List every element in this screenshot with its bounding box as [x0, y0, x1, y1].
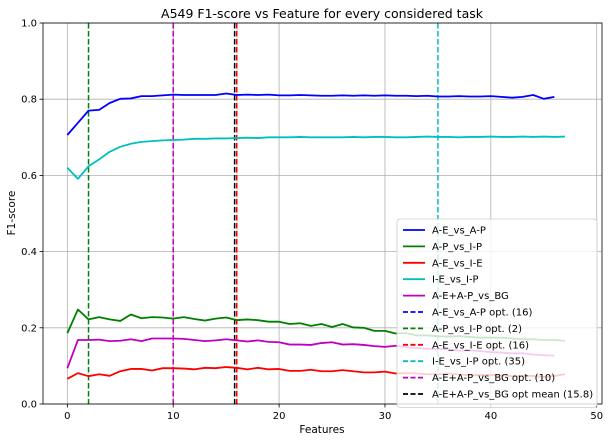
- y-tick-label: 0.4: [21, 247, 37, 258]
- legend-label: A-E+A-P_vs_BG opt. (10): [432, 373, 555, 384]
- legend-label: A-E_vs_I-E: [432, 258, 483, 269]
- x-tick-label: 40: [484, 411, 497, 422]
- legend-label: A-E+A-P_vs_BG opt mean (15.8): [432, 390, 593, 401]
- x-tick-label: 20: [273, 411, 286, 422]
- legend-label: A-E_vs_A-P opt. (16): [432, 308, 532, 319]
- legend-label: I-E_vs_I-P opt. (35): [432, 357, 525, 368]
- y-axis-label: F1-score: [6, 191, 18, 236]
- legend-label: A-P_vs_I-P: [432, 242, 482, 253]
- x-axis-label: Features: [299, 424, 344, 436]
- y-tick-label: 0.8: [21, 95, 37, 106]
- y-tick-label: 0.6: [21, 171, 37, 182]
- x-tick-label: 50: [590, 411, 603, 422]
- plot-frame: [42, 22, 603, 405]
- chart-title: A549 F1-score vs Feature for every consi…: [161, 6, 484, 21]
- legend-label: A-E_vs_I-E opt. (16): [432, 340, 529, 351]
- series-line: [66, 135, 565, 180]
- x-tick-label: 30: [379, 411, 392, 422]
- y-tick-label: 0.2: [21, 323, 37, 334]
- legend: A-E_vs_A-P A-P_vs_I-P A-E_vs_I-E I-E_vs_I-P…: [396, 218, 598, 408]
- x-tick-label: 10: [167, 411, 180, 422]
- y-tick-label: 1.0: [21, 19, 37, 30]
- series-line: [66, 92, 555, 136]
- legend-label: A-E_vs_A-P: [432, 226, 486, 237]
- legend-label: A-P_vs_I-P opt. (2): [432, 324, 522, 335]
- legend-box: [396, 218, 598, 408]
- grid-lines: [43, 22, 602, 405]
- x-tick-label: 0: [64, 411, 70, 422]
- y-axis-ticks: 0.0 0.2 0.4 0.6 0.8 1.0: [21, 19, 43, 411]
- legend-label: I-E_vs_I-P: [432, 275, 479, 286]
- y-tick-label: 0.0: [21, 400, 37, 411]
- legend-label: A-E+A-P_vs_BG: [432, 291, 509, 302]
